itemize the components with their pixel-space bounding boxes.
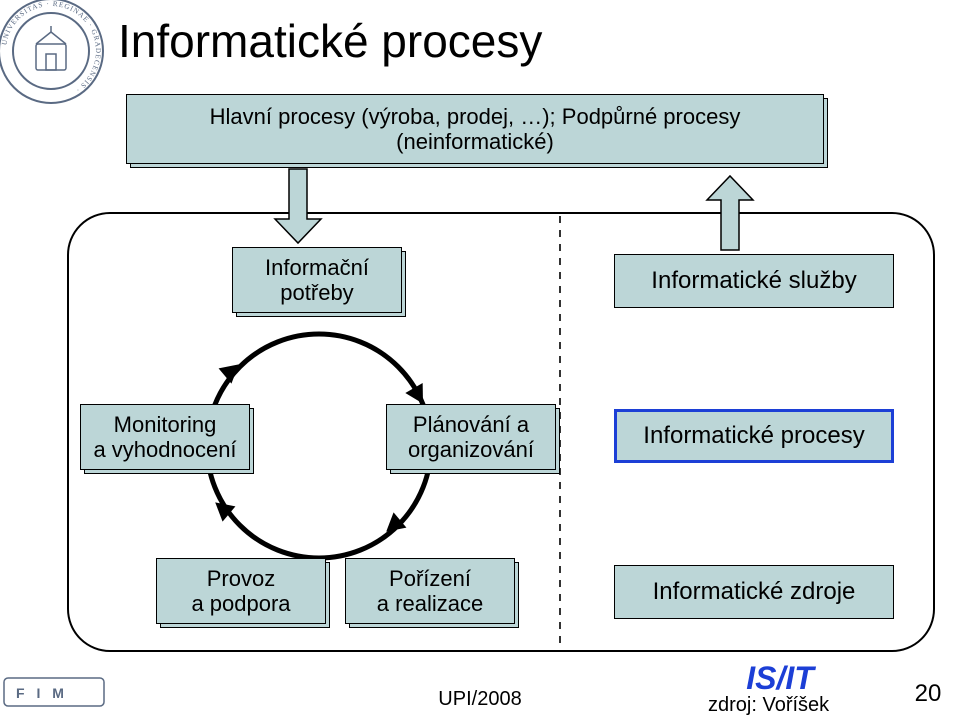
monitoring-box: Monitoring a vyhodnocení xyxy=(80,404,250,470)
footer-page: 20 xyxy=(908,680,948,708)
planovani-l1: Plánování a xyxy=(413,412,529,437)
info-potreby-l1: Informační xyxy=(265,255,369,280)
footer-logo: F I M xyxy=(2,670,112,712)
zdroje-box: Informatické zdroje xyxy=(614,565,894,619)
monitoring-l1: Monitoring xyxy=(114,412,217,437)
zdroje-text: Informatické zdroje xyxy=(653,578,856,606)
footer-center-text: UPI/2008 xyxy=(438,688,521,711)
procesy-text: Informatické procesy xyxy=(643,422,864,450)
planovani-box: Plánování a organizování xyxy=(386,404,556,470)
sluzby-box: Informatické služby xyxy=(614,254,894,308)
info-potreby-l2: potřeby xyxy=(280,280,353,305)
sluzby-text: Informatické služby xyxy=(651,267,856,295)
footer-isit-text: IS/IT xyxy=(746,660,814,697)
provoz-box: Provoz a podpora xyxy=(156,558,326,624)
footer-isit: IS/IT xyxy=(720,660,840,696)
porizeni-l2: a realizace xyxy=(377,591,483,616)
procesy-box: Informatické procesy xyxy=(614,409,894,463)
footer-source: zdroj: Voříšek xyxy=(708,694,878,716)
footer-center: UPI/2008 xyxy=(400,686,560,712)
planovani-l2: organizování xyxy=(408,437,534,462)
monitoring-l2: a vyhodnocení xyxy=(93,437,236,462)
provoz-l1: Provoz xyxy=(207,566,275,591)
provoz-l2: a podpora xyxy=(191,591,290,616)
porizeni-l1: Pořízení xyxy=(389,566,471,591)
svg-text:F I M: F I M xyxy=(16,685,68,701)
info-potreby-box: Informační potřeby xyxy=(232,247,402,313)
footer-page-text: 20 xyxy=(915,680,942,708)
footer-source-text: zdroj: Voříšek xyxy=(708,694,829,717)
porizeni-box: Pořízení a realizace xyxy=(345,558,515,624)
